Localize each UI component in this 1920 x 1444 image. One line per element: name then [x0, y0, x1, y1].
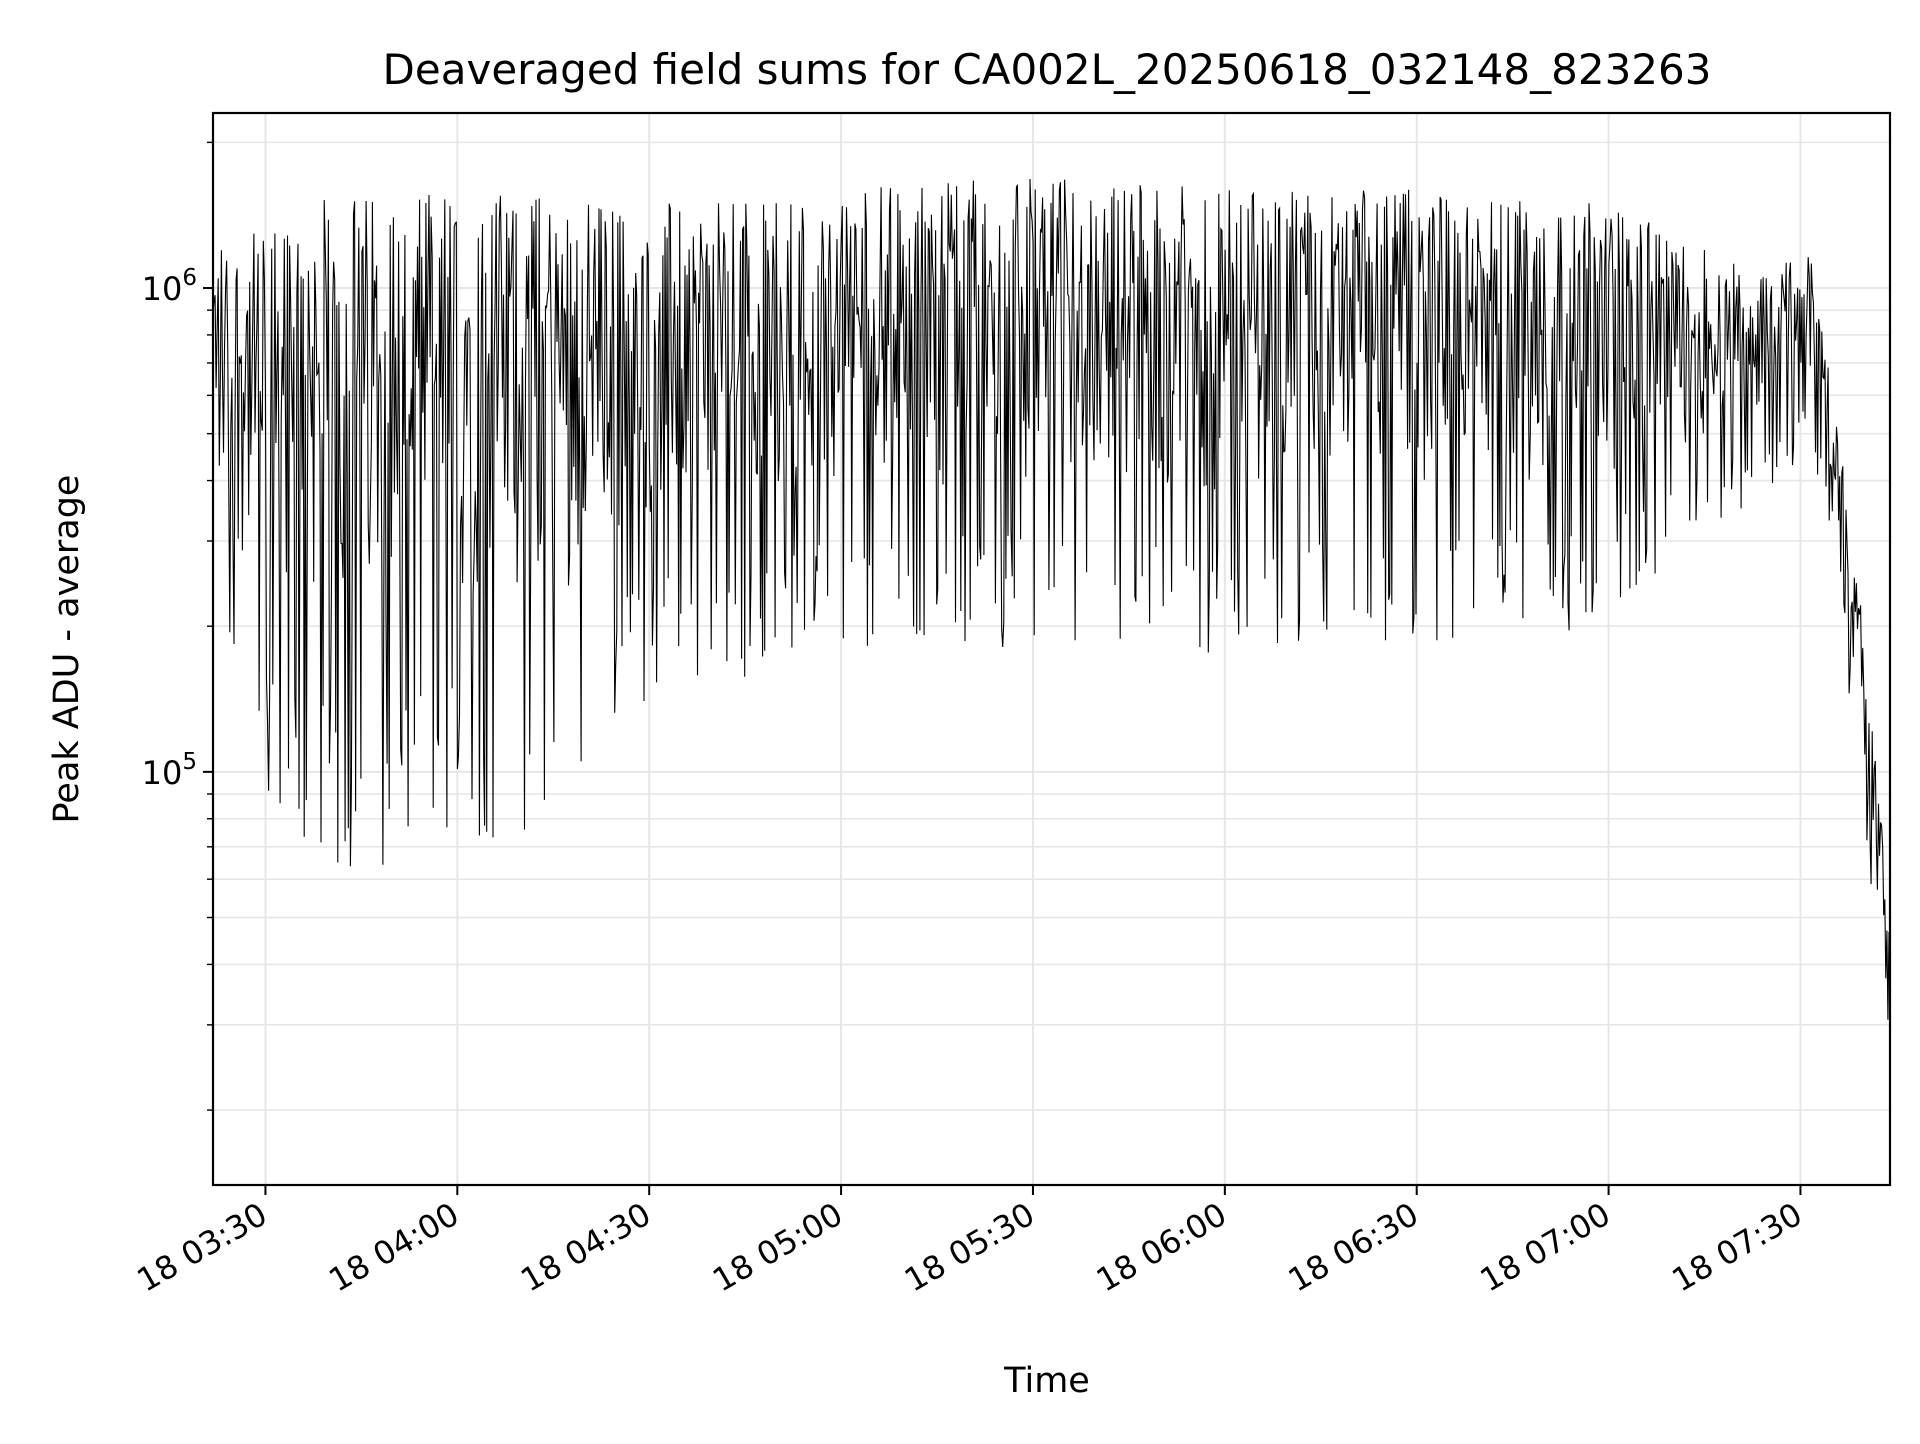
y-tick-label: 106	[142, 265, 197, 308]
data-layer	[212, 178, 1891, 1020]
chart-title: Deaveraged field sums for CA002L_2025061…	[383, 45, 1712, 94]
plot-frame	[211, 111, 1892, 1187]
y-axis-label: Peak ADU - average	[47, 475, 87, 824]
x-axis-label: Time	[1003, 1361, 1090, 1401]
series-line	[212, 178, 1891, 1020]
y-tick-label-exponent: 5	[182, 749, 197, 775]
y-tick-label-base: 10	[142, 270, 183, 308]
y-tick-label-exponent: 6	[182, 265, 197, 291]
y-tick-label: 105	[142, 749, 197, 792]
y-tick-label-base: 10	[142, 754, 183, 792]
